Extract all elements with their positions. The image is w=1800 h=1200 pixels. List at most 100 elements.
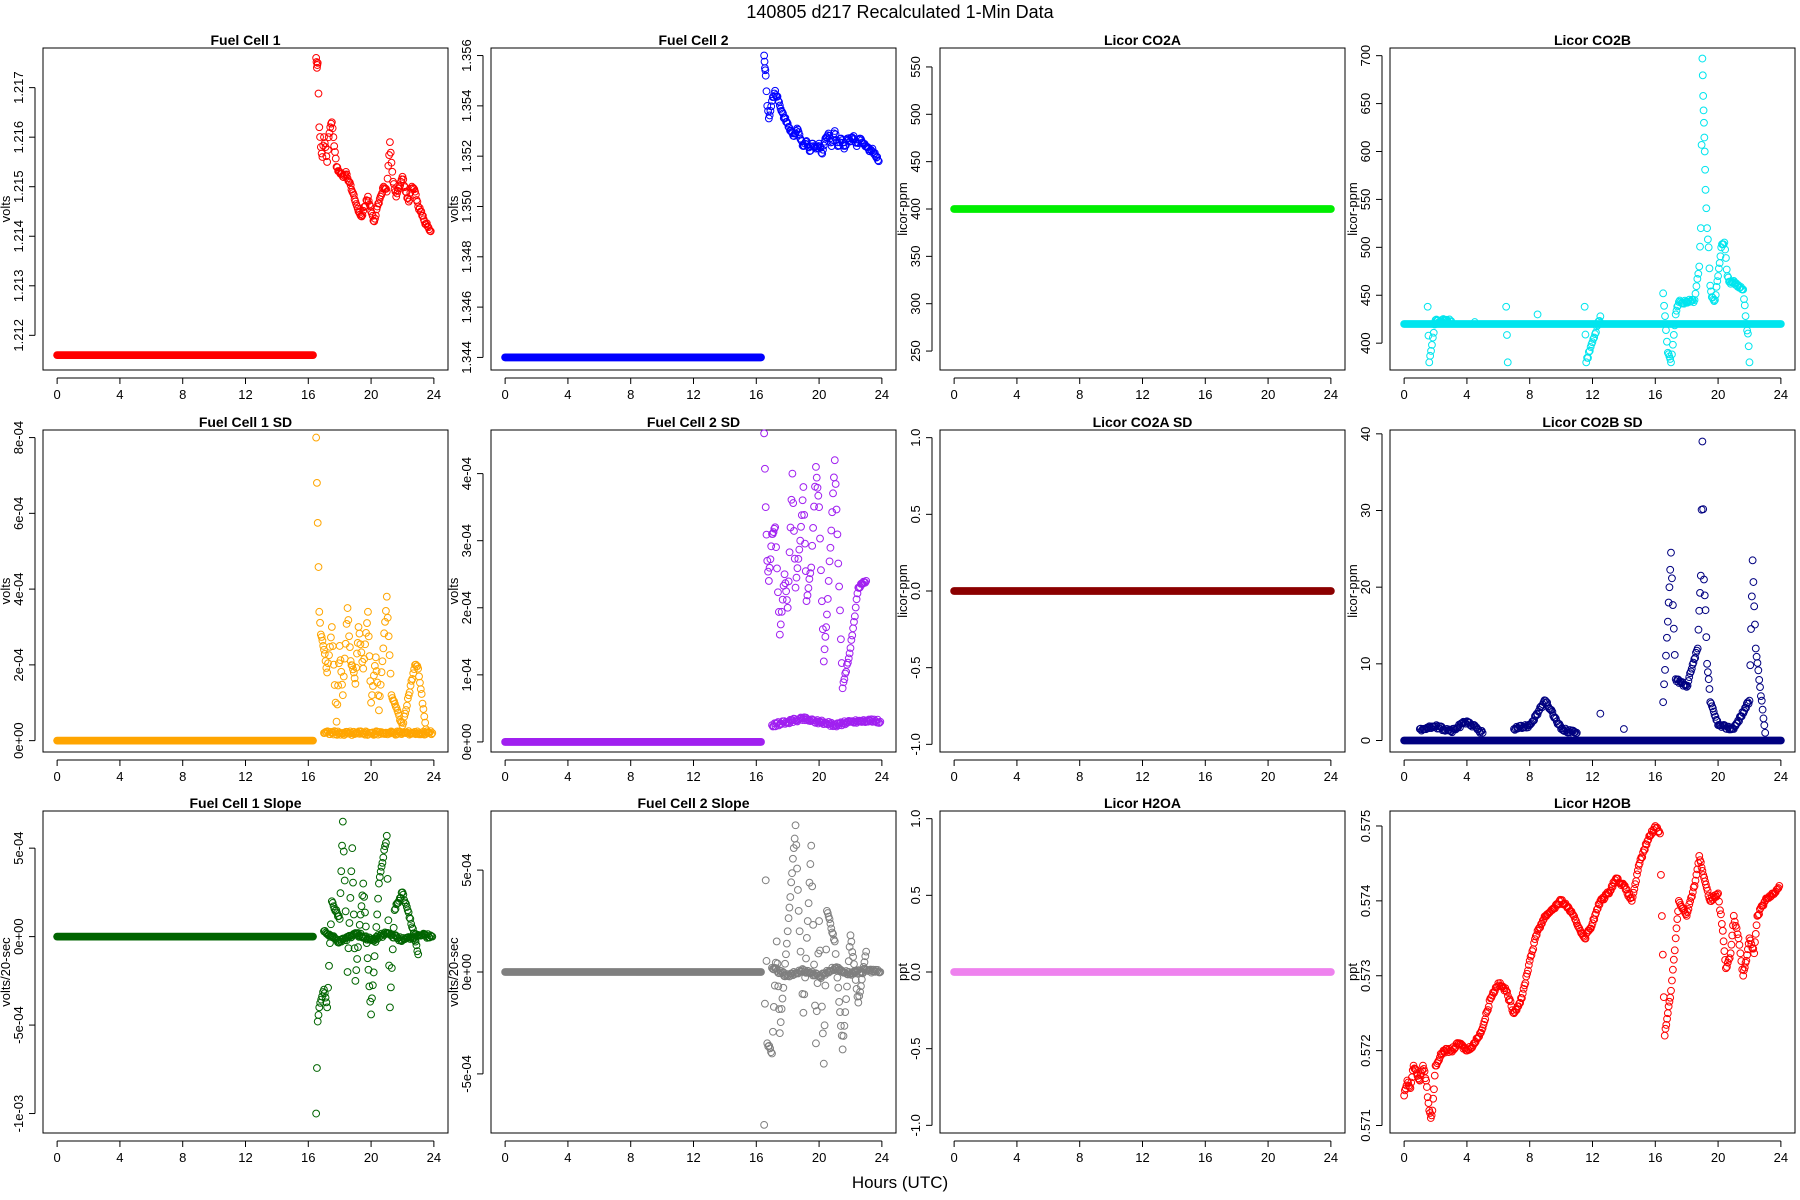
data-point [1669, 330, 1678, 339]
data-point [1744, 329, 1752, 338]
x-tick-label: 8 [627, 1150, 634, 1165]
data-point [1703, 886, 1712, 895]
data-point [375, 692, 384, 701]
data-point [1569, 726, 1578, 735]
x-tick-label: 4 [564, 387, 571, 402]
data-point [856, 987, 864, 996]
x-tick-label: 20 [1711, 1150, 1725, 1165]
data-point [778, 595, 787, 604]
data-point [760, 57, 769, 66]
data-point [1613, 874, 1622, 883]
data-point [426, 226, 434, 235]
data-point [1659, 289, 1668, 298]
data-point [349, 191, 358, 199]
x-tick-label: 20 [1261, 387, 1275, 402]
data-points [53, 433, 437, 745]
data-point [1668, 340, 1677, 349]
y-tick-label: 1e-04 [459, 658, 474, 691]
data-point [1666, 565, 1675, 574]
data-point [313, 1064, 321, 1072]
data-point [1512, 1006, 1521, 1014]
y-tick-label: -5e-04 [11, 1006, 26, 1044]
data-point [831, 480, 840, 488]
data-point [1670, 650, 1679, 659]
data-points [501, 51, 883, 362]
data-point [1711, 291, 1720, 299]
y-axis-label: ppt [1345, 963, 1360, 981]
x-tick-label: 8 [179, 387, 186, 402]
data-point [365, 652, 374, 661]
data-point [313, 478, 321, 487]
data-point [333, 700, 342, 709]
data-point [365, 982, 374, 991]
data-point [401, 898, 409, 907]
data-point [1684, 905, 1693, 913]
y-tick-label: 4e-04 [459, 457, 474, 490]
data-point [413, 662, 422, 671]
data-point [1588, 338, 1597, 347]
data-point [314, 89, 323, 98]
data-point [1410, 1064, 1419, 1073]
data-point [1430, 1085, 1438, 1094]
data-point [1543, 698, 1552, 707]
data-point [795, 545, 804, 554]
data-point [1673, 915, 1682, 924]
data-point [799, 1008, 808, 1017]
data-point [782, 939, 791, 948]
data-point [1698, 71, 1707, 80]
data-point [857, 718, 866, 726]
data-point [1722, 265, 1731, 274]
data-point [351, 976, 360, 985]
data-points [53, 54, 435, 360]
data-point [852, 595, 861, 604]
y-tick-label: 650 [1358, 93, 1373, 115]
data-point [775, 1029, 784, 1038]
data-point [860, 717, 869, 726]
data-point [326, 633, 335, 642]
data-point [364, 607, 372, 616]
data-point [781, 972, 789, 981]
data-point [415, 672, 423, 681]
data-point [790, 834, 799, 843]
x-tick-label: 16 [301, 1150, 315, 1165]
data-point [1755, 676, 1764, 684]
data-point [807, 841, 816, 850]
data-point [368, 691, 376, 700]
data-point [783, 596, 791, 604]
data-point [358, 891, 367, 900]
data-point [383, 874, 392, 883]
data-point [1709, 707, 1718, 716]
data-point [359, 879, 368, 888]
data-point [364, 632, 373, 641]
data-point [1443, 317, 1452, 325]
x-tick-label: 12 [238, 1150, 252, 1165]
data-point [1752, 921, 1761, 930]
y-axis: 0.571 0.572 0.573 0.574 0.575 [1358, 810, 1383, 1142]
data-point [384, 916, 393, 925]
data-point [314, 1011, 323, 1019]
data-point [1672, 924, 1681, 933]
data-point [382, 592, 391, 601]
data-point [1657, 912, 1666, 920]
y-axis: 0 10 20 30 40 [1358, 427, 1383, 744]
data-point [800, 990, 809, 999]
data-point [819, 1059, 828, 1068]
data-point [802, 933, 811, 942]
data-point [331, 698, 340, 707]
data-point [1696, 588, 1704, 597]
data-points [501, 821, 885, 1129]
data-point [1606, 887, 1614, 895]
data-point [406, 681, 415, 690]
data-point [1691, 876, 1700, 885]
y-tick-label: 0.574 [1358, 885, 1373, 918]
data-point [346, 894, 355, 902]
data-point [815, 503, 823, 512]
data-point [1666, 993, 1675, 1002]
data-point [401, 709, 410, 718]
y-tick-label: 10 [1358, 657, 1373, 671]
data-point [1696, 224, 1705, 233]
data-point [1434, 1057, 1443, 1066]
data-point [1702, 883, 1711, 892]
data-points [1400, 54, 1785, 367]
